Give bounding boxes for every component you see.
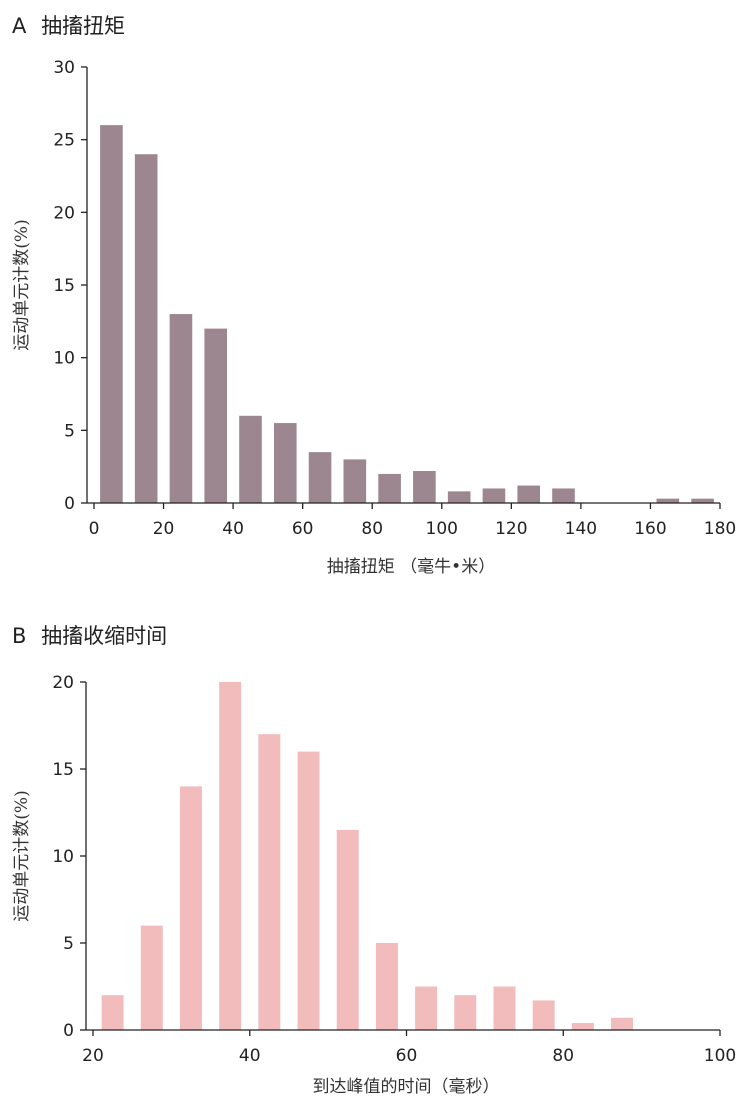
panel-b-bar [101,995,124,1030]
panel-a-bar [100,125,123,503]
panel-b-x-tick-label: 80 [552,1046,574,1066]
panel-a-x-tick-label: 40 [222,519,244,539]
panel-a-y-tick-label: 5 [64,421,75,441]
panel-a-bar [517,485,541,503]
panel-a-bar [134,154,158,503]
panel-b-y-tick-label: 20 [52,673,74,693]
panel-b-y-axis-title: 运动单元计数(%) [12,790,32,921]
panel-a-x-axis-title: 抽搐扭矩 （毫牛•米） [327,557,495,577]
panel-a-x-tick-label: 120 [495,519,527,539]
panel-b-x-tick-label: 60 [396,1046,418,1066]
panel-b-bar [258,734,281,1030]
panel-a-bar [343,459,367,503]
panel-a-bar [447,491,471,503]
panel-a-x-tick-label: 100 [426,519,458,539]
panel-b-x-tick-label: 100 [704,1046,736,1066]
panel-a-bar [552,488,575,503]
panel-a-bar [239,415,262,503]
panel-a-x-tick-label: 80 [361,519,383,539]
panel-a-x-tick-label: 160 [634,519,666,539]
panel-a-x-tick-label: 60 [292,519,314,539]
panel-a-bar [273,423,297,503]
panel-a-bar [482,488,506,503]
panel-a-y-tick-label: 20 [53,203,75,223]
panel-b-bar [219,682,242,1030]
panel-a-title-text: 抽搐扭矩 [41,14,125,38]
panel-a-axes: 0 5 10 15 20 25 30 0 20 40 60 80 100 120 140 160 180 [53,58,736,539]
panel-b-bar [415,986,438,1030]
panel-a-bar [656,498,680,503]
panel-a-y-tick-label: 10 [53,349,75,369]
panel-b-bar [571,1023,594,1030]
panel-b-bar [532,1000,555,1030]
panel-a-x-tick-label: 0 [89,519,100,539]
panel-a-torque-chart: A 抽搐扭矩 运动单元计数(%) 抽搐扭矩 （毫牛•米） 0 5 10 15 20 25 3… [12,14,736,577]
panel-b-contraction-time-chart: B 抽搐收缩时间 运动单元计数(%) 到达峰值的时间（毫秒） 0 5 10 15 20 2… [12,624,736,1097]
panel-b-x-axis-title: 到达峰值的时间（毫秒） [313,1077,500,1097]
panel-a-bar [204,328,228,503]
panel-a-y-tick-label: 30 [53,58,75,78]
panel-a-bar [691,498,714,503]
panel-b-x-tick-label: 40 [239,1046,261,1066]
panel-b-bar [493,986,516,1030]
panel-b-title-text: 抽搐收缩时间 [41,624,167,648]
panel-b-bar [297,751,320,1030]
panel-a-x-tick-label: 180 [704,519,736,539]
panel-a-x-tick-label: 140 [565,519,597,539]
panel-b-bar [140,925,163,1030]
panel-b-y-tick-label: 5 [63,934,74,954]
panel-b-bars [101,682,634,1030]
panel-b-x-tick-label: 20 [82,1046,104,1066]
panel-b-y-tick-label: 15 [52,760,74,780]
panel-b-y-tick-label: 10 [52,847,74,867]
panel-a-bar [378,473,401,503]
panel-a-y-tick-label: 15 [53,276,75,296]
panel-a-label: A [12,14,27,38]
panel-b-y-tick-label: 0 [63,1021,74,1041]
panel-a-y-tick-label: 25 [53,131,75,151]
panel-a-bar [308,452,332,503]
panel-b-axes: 0 5 10 15 20 20 40 60 80 100 [52,673,736,1066]
panel-a-bars [100,125,714,503]
panel-b-bar [336,829,359,1030]
panel-b-bar [611,1017,634,1030]
panel-a-x-tick-label: 20 [153,519,175,539]
panel-a-bar [169,314,193,503]
panel-b-label: B [12,624,26,648]
panel-b-title: B 抽搐收缩时间 [12,624,167,648]
panel-b-bar [454,995,477,1030]
panel-b-bar [179,786,202,1030]
panel-a-title: A 抽搐扭矩 [12,14,125,38]
panel-a-bar [413,471,436,503]
panel-b-bar [375,943,398,1030]
panel-a-y-axis-title: 运动单元计数(%) [12,219,32,350]
panel-a-y-tick-label: 0 [64,494,75,514]
